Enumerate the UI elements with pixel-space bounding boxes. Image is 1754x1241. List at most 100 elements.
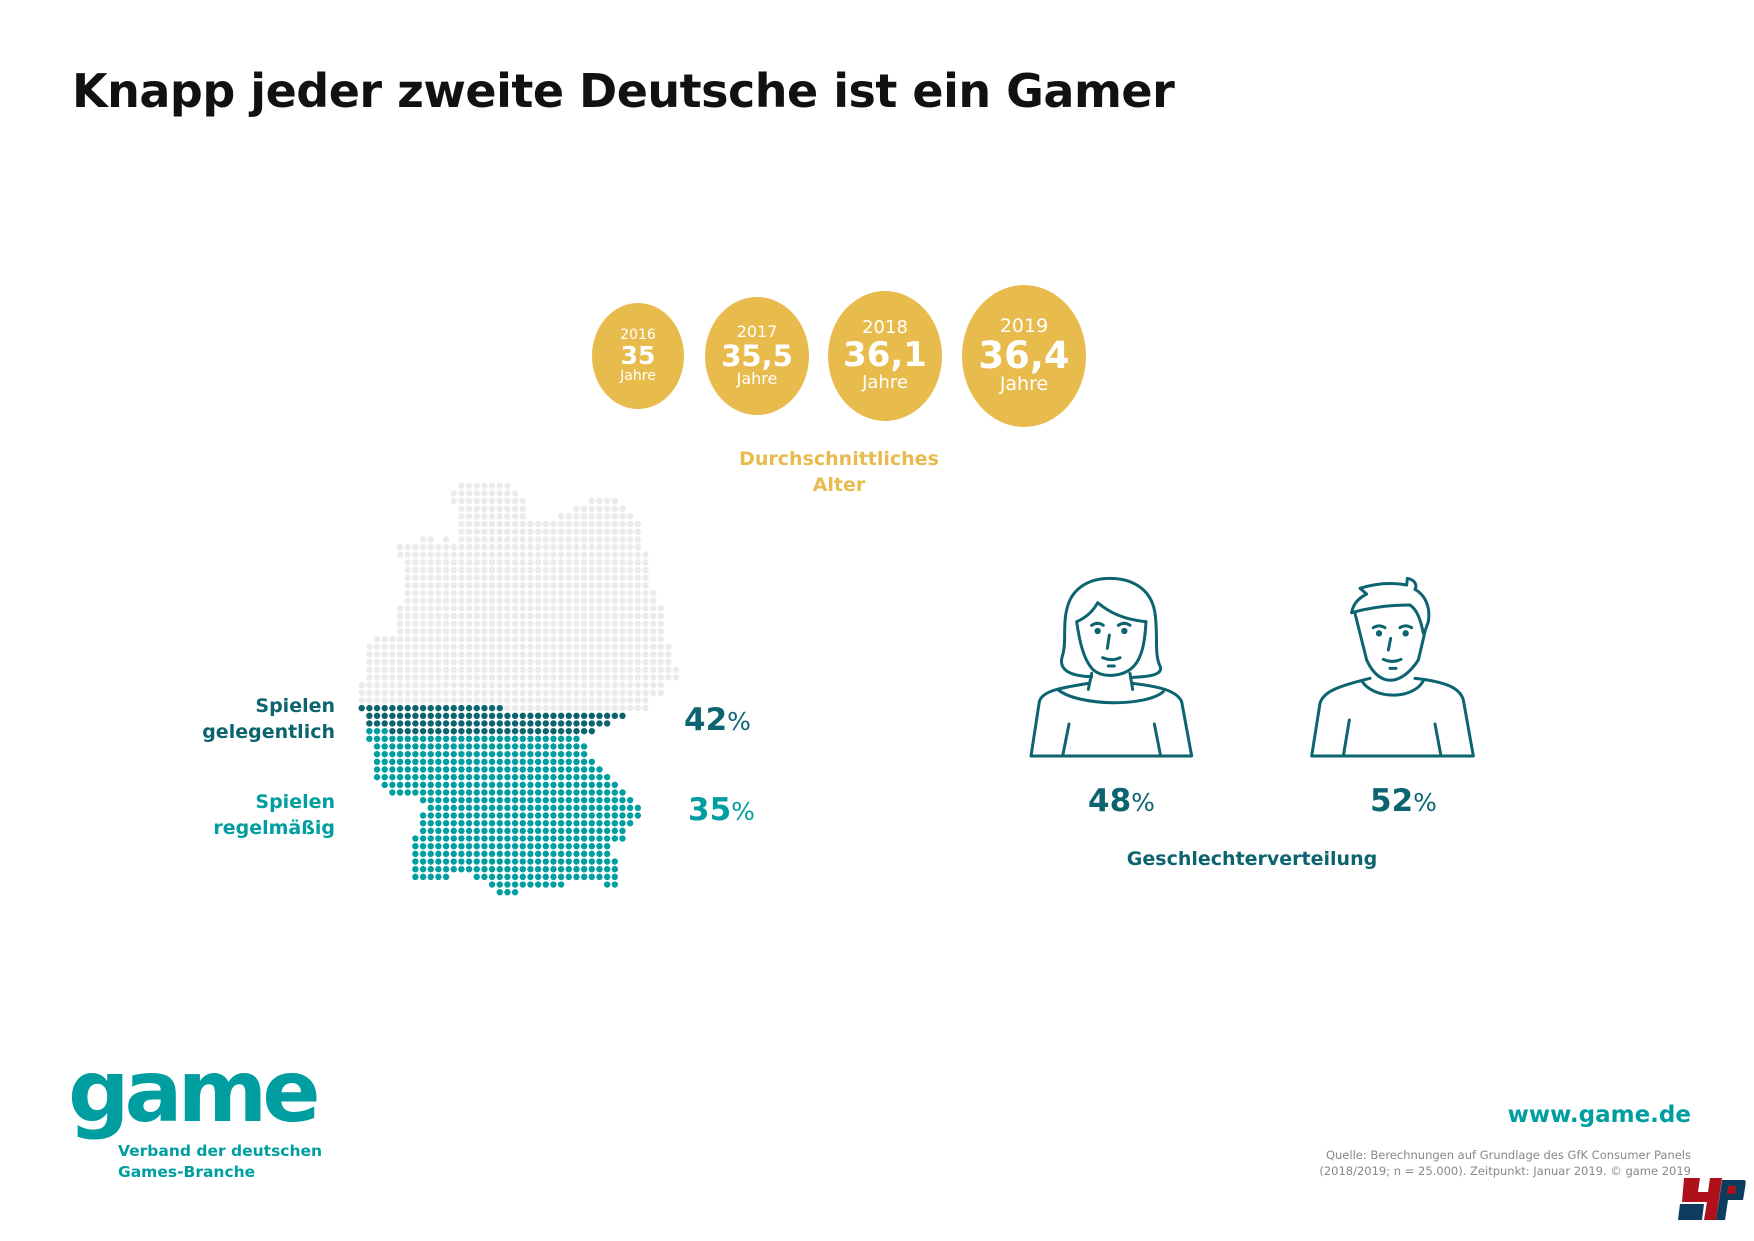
map-dot-non-gamer <box>450 559 457 566</box>
map-dot-regular <box>435 758 442 766</box>
map-dot-non-gamer <box>427 551 434 558</box>
age-value: 36,4 <box>978 333 1070 377</box>
map-dot-non-gamer <box>458 643 465 650</box>
map-dot-non-gamer <box>373 643 381 650</box>
map-dot-regular <box>465 758 473 766</box>
map-dot-non-gamer <box>619 520 626 528</box>
map-dot-non-gamer <box>504 697 511 704</box>
map-dot-non-gamer <box>404 597 411 604</box>
map-dot-regular <box>488 812 496 819</box>
map-dot-non-gamer <box>527 597 534 604</box>
map-dot-regular <box>465 866 473 873</box>
map-dot-regular <box>534 735 542 743</box>
map-dot-regular <box>542 819 549 827</box>
map-dot-non-gamer <box>358 689 365 696</box>
map-dot-non-gamer <box>381 635 388 643</box>
map-dot-non-gamer <box>442 543 450 551</box>
map-dot-regular <box>504 827 511 835</box>
map-dot-non-gamer <box>588 520 595 528</box>
map-dot-regular <box>550 735 557 743</box>
map-dot-occasional <box>373 712 381 719</box>
map-dot-regular <box>519 750 526 758</box>
map-dot-non-gamer <box>596 597 603 604</box>
map-dot-regular <box>534 781 542 789</box>
map-dot-occasional <box>389 720 396 727</box>
map-dot-non-gamer <box>649 628 657 635</box>
map-dot-regular <box>619 827 626 835</box>
map-dot-non-gamer <box>519 605 526 612</box>
map-dot-non-gamer <box>596 651 603 658</box>
map-dot-regular <box>481 858 488 865</box>
map-dot-non-gamer <box>473 628 480 635</box>
map-dot-non-gamer <box>573 582 580 589</box>
map-dot-non-gamer <box>619 651 626 658</box>
map-dot-occasional <box>381 704 388 712</box>
map-dot-regular <box>481 773 488 781</box>
map-dot-regular <box>580 789 588 796</box>
map-dot-non-gamer <box>396 543 404 551</box>
map-dot-non-gamer <box>642 697 649 704</box>
map-dot-occasional <box>473 727 480 735</box>
map-dot-regular <box>519 873 526 881</box>
map-dot-non-gamer <box>412 543 419 551</box>
map-dot-non-gamer <box>550 628 557 635</box>
map-dot-non-gamer <box>481 490 488 497</box>
map-dot-non-gamer <box>657 674 665 681</box>
map-dot-non-gamer <box>580 597 588 604</box>
map-dot-non-gamer <box>550 520 557 528</box>
map-dot-regular <box>450 766 457 773</box>
map-dot-regular <box>458 835 465 842</box>
map-dot-regular <box>527 781 534 789</box>
map-dot-occasional <box>580 712 588 719</box>
map-dot-non-gamer <box>504 528 511 535</box>
map-dot-regular <box>435 796 442 804</box>
map-dot-non-gamer <box>389 697 396 704</box>
map-dot-non-gamer <box>588 697 595 704</box>
website-link[interactable]: www.game.de <box>1507 1102 1691 1128</box>
map-dot-regular <box>634 812 642 819</box>
map-dot-regular <box>588 850 595 858</box>
map-dot-regular <box>473 835 480 842</box>
map-dot-non-gamer <box>596 589 603 597</box>
map-dot-non-gamer <box>642 628 649 635</box>
map-dot-non-gamer <box>519 497 526 505</box>
map-dot-non-gamer <box>427 605 434 612</box>
map-dot-occasional <box>473 704 480 712</box>
map-dot-non-gamer <box>473 697 480 704</box>
map-dot-non-gamer <box>611 543 619 551</box>
map-dot-regular <box>412 766 419 773</box>
map-dot-regular <box>412 850 419 858</box>
map-dot-non-gamer <box>542 574 549 581</box>
map-dot-non-gamer <box>527 635 534 643</box>
map-dot-non-gamer <box>412 620 419 627</box>
map-dot-non-gamer <box>557 543 565 551</box>
map-dot-regular <box>473 850 480 858</box>
occasional-label: Spielen gelegentlich <box>85 693 335 745</box>
map-dot-non-gamer <box>565 551 572 558</box>
map-dot-non-gamer <box>626 566 634 574</box>
map-dot-non-gamer <box>465 551 473 558</box>
map-dot-regular <box>419 827 427 835</box>
map-dot-non-gamer <box>427 620 434 627</box>
map-dot-non-gamer <box>527 658 534 666</box>
map-dot-occasional <box>427 704 434 712</box>
map-dot-non-gamer <box>626 543 634 551</box>
map-dot-non-gamer <box>496 582 503 589</box>
map-dot-non-gamer <box>481 589 488 597</box>
map-dot-non-gamer <box>573 551 580 558</box>
map-dot-non-gamer <box>649 658 657 666</box>
map-dot-regular <box>419 773 427 781</box>
map-dot-occasional <box>404 720 411 727</box>
map-dot-non-gamer <box>519 674 526 681</box>
map-dot-regular <box>389 743 396 750</box>
map-dot-non-gamer <box>511 674 519 681</box>
map-dot-occasional <box>504 720 511 727</box>
map-dot-non-gamer <box>504 704 511 712</box>
map-dot-regular <box>427 804 434 812</box>
map-dot-non-gamer <box>527 551 534 558</box>
map-dot-non-gamer <box>504 612 511 620</box>
map-dot-regular <box>381 727 388 735</box>
map-dot-regular <box>504 858 511 865</box>
map-dot-non-gamer <box>596 574 603 581</box>
